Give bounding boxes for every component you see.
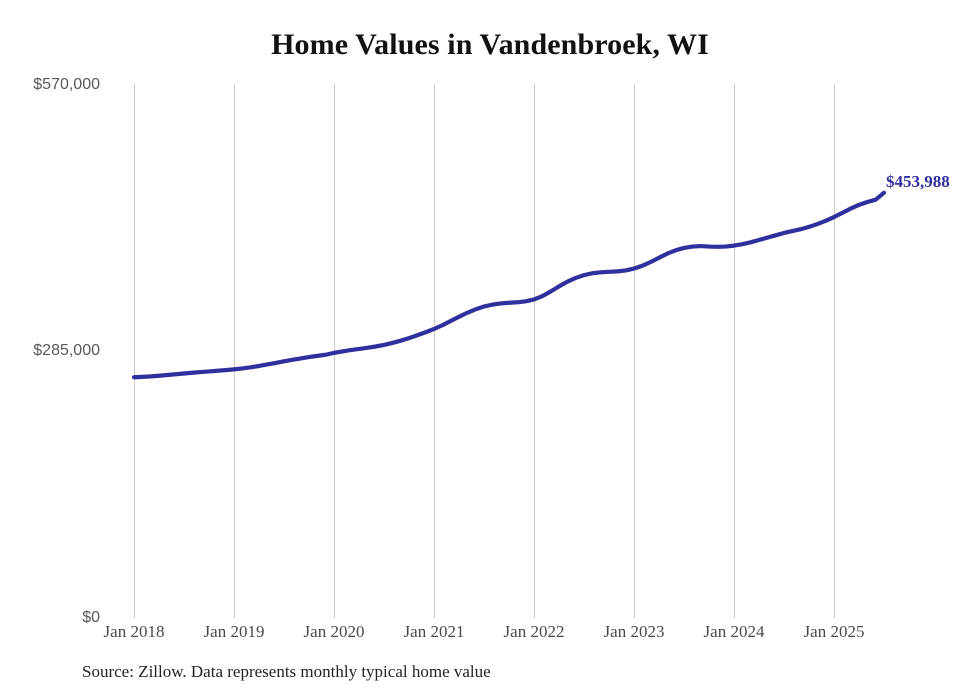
x-axis-tick-jan-2023: Jan 2023 — [603, 622, 665, 641]
x-axis-tick-jan-2024: Jan 2024 — [703, 622, 765, 641]
gridline-2025 — [834, 84, 835, 618]
home-value-series-line — [131, 190, 887, 380]
plot-area — [108, 84, 908, 618]
x-axis-tick-jan-2021: Jan 2021 — [403, 622, 465, 641]
home-value-line-chart — [131, 190, 887, 380]
y-axis-tick-top: $570,000 — [33, 76, 100, 93]
x-axis-tick-jan-2020: Jan 2020 — [303, 622, 365, 641]
end-value-annotation: $453,988 — [886, 172, 950, 191]
gridline-2023 — [634, 84, 635, 618]
source-note: Source: Zillow. Data represents monthly … — [82, 662, 491, 681]
y-axis-tick-bottom: $0 — [82, 609, 100, 626]
x-axis-tick-jan-2022: Jan 2022 — [503, 622, 565, 641]
gridline-2019 — [234, 84, 235, 618]
chart-title: Home Values in Vandenbroek, WI — [271, 28, 709, 61]
gridline-2024 — [734, 84, 735, 618]
x-axis-tick-jan-2018: Jan 2018 — [103, 622, 165, 641]
x-axis-tick-jan-2025: Jan 2025 — [803, 622, 865, 641]
y-axis-labels: $570,000 $285,000 $0 — [0, 0, 100, 699]
gridline-2018 — [134, 84, 135, 618]
gridline-2021 — [434, 84, 435, 618]
gridline-2022 — [534, 84, 535, 618]
y-axis-tick-middle: $285,000 — [33, 342, 100, 359]
x-axis-tick-jan-2019: Jan 2019 — [203, 622, 265, 641]
